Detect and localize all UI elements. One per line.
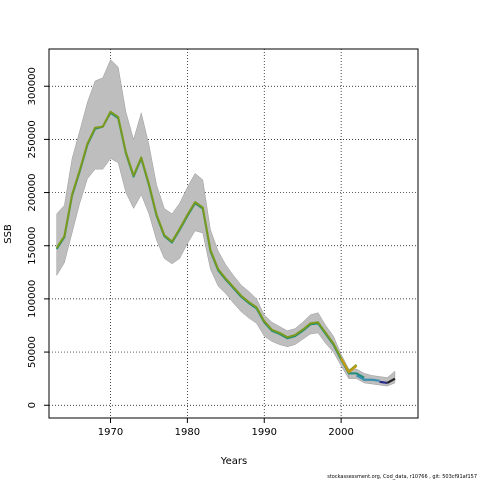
ssb-series xyxy=(55,110,396,384)
x-tick-label: 1990 xyxy=(252,427,277,438)
y-tick-label: 250000 xyxy=(27,120,38,158)
y-tick-label: 300000 xyxy=(27,67,38,105)
footer-credit: stockassessment.org, Cod_data, r10766 , … xyxy=(327,474,477,480)
confidence-band-area xyxy=(56,59,350,380)
ssb-series-line xyxy=(386,377,396,384)
x-tick-label: 1980 xyxy=(175,427,200,438)
y-tick-label: 150000 xyxy=(27,227,38,265)
y-axis: 0 50000 100000 150000 200000 250000 300000 xyxy=(27,67,49,408)
y-tick-label: 0 xyxy=(27,402,38,408)
ssb-series-line xyxy=(340,357,358,374)
ssb-series-line xyxy=(55,110,358,373)
y-axis-title: SSB xyxy=(3,224,14,244)
x-axis: 1970 1980 1990 2000 xyxy=(98,418,354,438)
x-tick-label: 2000 xyxy=(328,427,353,438)
confidence-band xyxy=(56,59,396,387)
y-tick-label: 100000 xyxy=(27,280,38,318)
x-tick-label: 1970 xyxy=(98,427,123,438)
x-axis-title: Years xyxy=(220,456,247,467)
ssb-series-line xyxy=(355,374,380,382)
y-tick-label: 200000 xyxy=(27,173,38,211)
plot-frame xyxy=(48,48,419,419)
ssb-series-line xyxy=(379,380,388,384)
y-tick-label: 50000 xyxy=(27,336,38,368)
